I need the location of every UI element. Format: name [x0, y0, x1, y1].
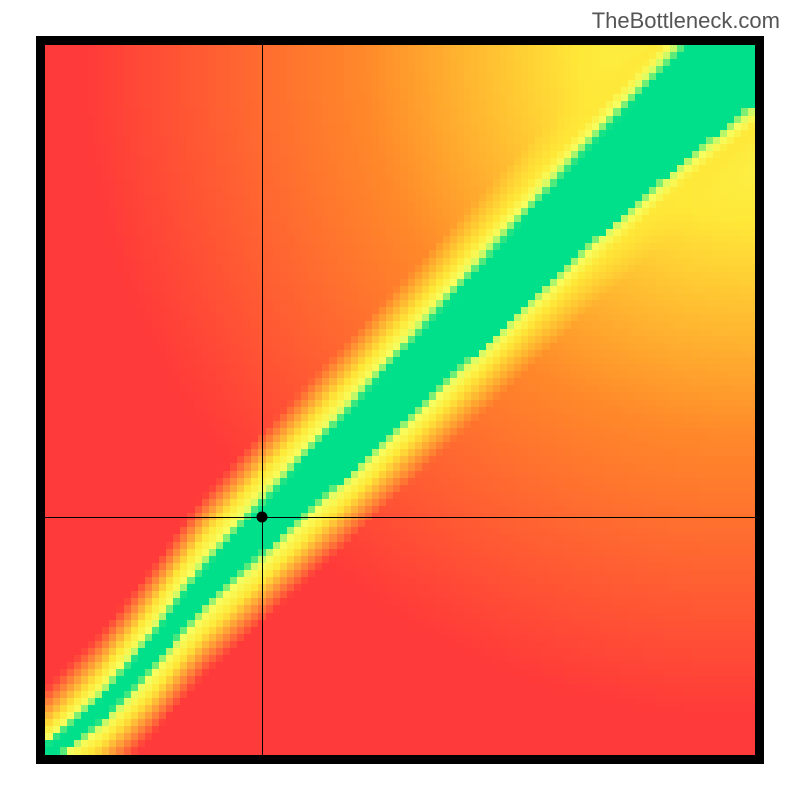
chart-frame — [36, 36, 764, 764]
crosshair-horizontal — [45, 517, 755, 518]
bottleneck-heatmap-container: TheBottleneck.com — [0, 0, 800, 800]
plot-area — [45, 45, 755, 755]
data-point-marker — [257, 512, 268, 523]
crosshair-vertical — [262, 45, 263, 755]
heatmap-canvas — [45, 45, 755, 755]
attribution-label: TheBottleneck.com — [592, 8, 780, 34]
